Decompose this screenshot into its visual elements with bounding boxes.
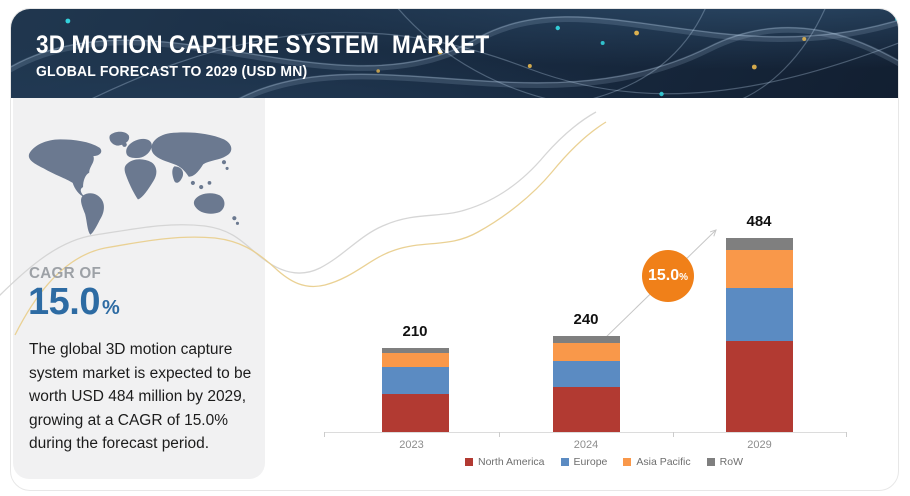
growth-badge: 15.0% — [642, 250, 694, 302]
bar-segment-north-america — [552, 387, 620, 432]
bar-total-label: 484 — [746, 213, 772, 231]
x-axis-line — [324, 432, 847, 433]
x-axis-tick — [673, 432, 674, 437]
growth-badge-percent-sign: % — [679, 272, 689, 283]
legend-item-north-america: North America — [464, 456, 545, 468]
legend-swatch — [623, 458, 632, 466]
x-axis-tick — [499, 432, 500, 437]
x-axis-tick — [846, 432, 847, 437]
bar-segment-row — [725, 238, 793, 251]
x-axis-category-label: 2023 — [399, 439, 424, 451]
stacked-bar-2023 — [381, 348, 449, 432]
bar-segment-asia-pacific — [381, 353, 449, 368]
bar-total-label: 210 — [402, 323, 428, 340]
bar-segment-europe — [552, 361, 620, 388]
legend-label: RoW — [719, 456, 743, 468]
page-subtitle: GLOBAL FORECAST TO 2029 (USD MN) — [36, 63, 308, 80]
legend-item-row: RoW — [706, 456, 743, 468]
x-axis-category-label: 2024 — [573, 439, 599, 451]
bar-segment-europe — [381, 367, 449, 394]
x-axis-tick — [324, 432, 325, 437]
stacked-bar-2024 — [552, 336, 620, 432]
bar-segment-row — [552, 336, 620, 344]
legend-item-asia-pacific: Asia Pacific — [623, 456, 691, 468]
bar-segment-north-america — [725, 340, 793, 432]
bar-segment-row — [381, 348, 449, 354]
header-banner: 3D MOTION CAPTURE SYSTEM MARKET GLOBAL F… — [11, 9, 898, 98]
legend-label: North America — [477, 456, 545, 468]
bar-total-label: 240 — [573, 311, 599, 328]
legend-label: Europe — [573, 456, 608, 468]
bar-segment-asia-pacific — [552, 343, 620, 362]
summary-text: The global 3D motion capture system mark… — [29, 341, 252, 452]
legend-item-europe: Europe — [560, 456, 608, 468]
legend-swatch — [706, 458, 715, 466]
legend-label: Asia Pacific — [636, 456, 691, 468]
x-axis-category-label: 2029 — [747, 439, 772, 451]
bar-segment-asia-pacific — [725, 250, 793, 288]
fiber-lines-decoration — [11, 9, 898, 98]
growth-badge-value: 15.0 — [647, 267, 680, 284]
stacked-bar-2029 — [725, 238, 793, 432]
page-title: 3D MOTION CAPTURE SYSTEM MARKET — [36, 31, 490, 59]
bar-segment-north-america — [381, 394, 449, 432]
legend-swatch — [464, 458, 473, 466]
bar-segment-europe — [725, 287, 793, 341]
legend-swatch — [560, 458, 569, 466]
chart-legend: North America Europe Asia Pacific RoW — [302, 456, 906, 468]
